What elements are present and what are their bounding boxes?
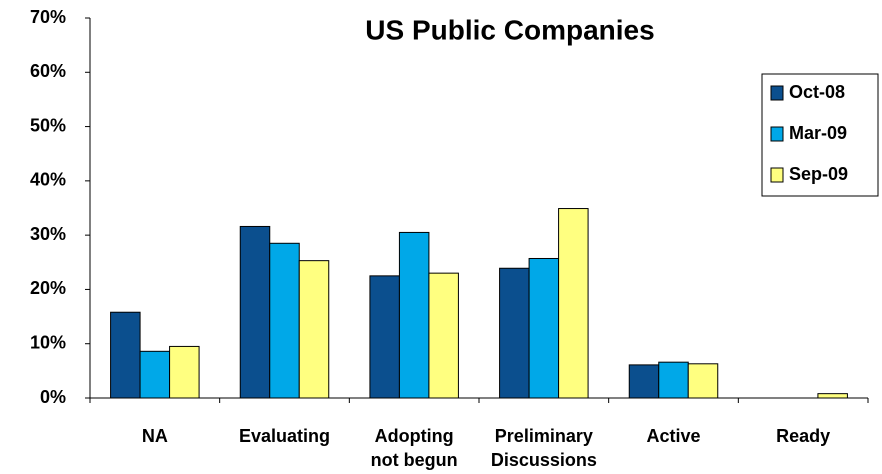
x-tick-label: Ready bbox=[776, 426, 831, 446]
bar bbox=[628, 364, 660, 399]
y-tick-label: 50% bbox=[30, 115, 66, 135]
y-tick-label: 10% bbox=[30, 332, 66, 352]
bar bbox=[298, 260, 330, 399]
bar bbox=[499, 267, 530, 399]
x-tick-label: Evaluating bbox=[238, 426, 331, 446]
legend-swatch bbox=[770, 126, 784, 142]
y-tick-label: 30% bbox=[30, 224, 66, 244]
bar bbox=[110, 311, 141, 399]
bar bbox=[658, 361, 689, 399]
bar bbox=[139, 350, 171, 399]
bar bbox=[687, 363, 719, 399]
y-tick-label: 40% bbox=[30, 170, 66, 190]
y-tick-label: 60% bbox=[30, 61, 66, 81]
x-tick-label: NA bbox=[141, 426, 168, 446]
legend-swatch bbox=[770, 167, 784, 183]
bar bbox=[428, 272, 459, 399]
x-tick-label: Adopting not begun bbox=[370, 426, 458, 470]
bar bbox=[398, 231, 430, 399]
y-tick-label: 20% bbox=[30, 278, 66, 298]
y-tick-label: 70% bbox=[30, 7, 66, 27]
y-tick-label: 0% bbox=[40, 387, 66, 407]
legend-label: Oct-08 bbox=[789, 82, 845, 102]
bar bbox=[239, 225, 271, 399]
bar bbox=[369, 275, 400, 399]
bar bbox=[169, 345, 200, 399]
chart-title: US Public Companies bbox=[365, 14, 654, 45]
bar bbox=[558, 208, 589, 399]
legend-label: Sep-09 bbox=[789, 164, 848, 184]
x-tick-label: Preliminary Discussions bbox=[490, 426, 597, 470]
legend-label: Mar-09 bbox=[789, 123, 847, 143]
bar bbox=[817, 393, 848, 399]
bar bbox=[269, 242, 300, 399]
bar bbox=[528, 257, 560, 399]
legend-swatch bbox=[770, 85, 784, 101]
x-tick-label: Active bbox=[646, 426, 701, 446]
